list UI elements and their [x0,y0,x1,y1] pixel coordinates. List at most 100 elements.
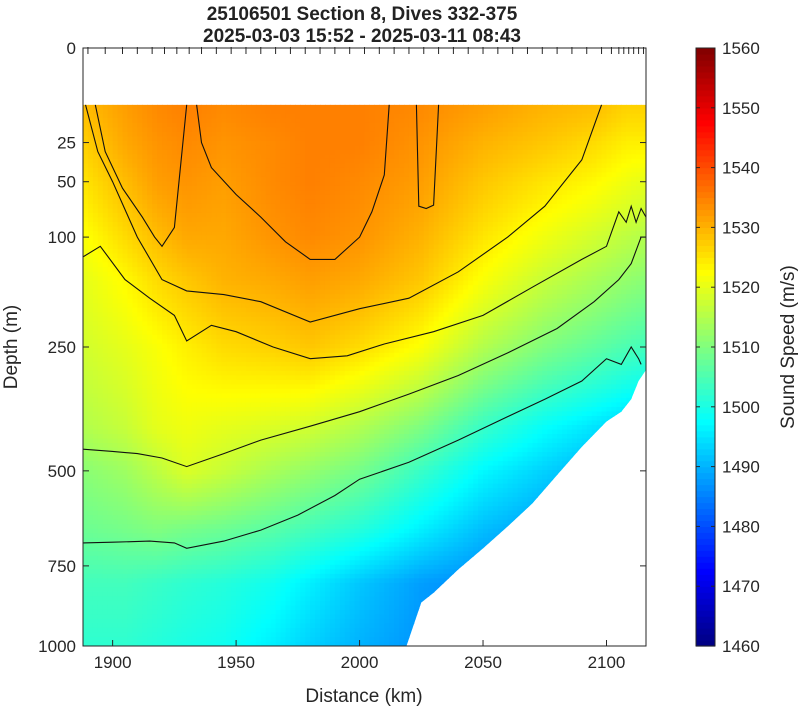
heatmap-cell [226,357,232,363]
heatmap-cell [142,163,148,169]
heatmap-cell [107,524,114,530]
heatmap-cell [171,447,178,453]
heatmap-cell [112,578,119,584]
heatmap-cell [236,357,242,363]
heatmap-cell [127,352,133,358]
heatmap-cell [241,587,247,593]
heatmap-cell [142,627,148,634]
heatmap-cell [216,325,222,331]
heatmap-cell [176,564,183,570]
heatmap-cell [250,397,257,404]
heatmap-cell [250,537,257,543]
heatmap-cell [92,474,99,480]
heatmap-cell [270,172,277,178]
heatmap-cell [122,172,129,178]
heatmap-cell [107,479,114,485]
heatmap-cell [162,253,168,259]
heatmap-cell [255,158,262,164]
heatmap-cell [270,388,277,395]
heatmap-cell [211,524,217,530]
heatmap-cell [171,140,178,146]
heatmap-cell [171,434,178,440]
heatmap-cell [107,316,114,322]
heatmap-cell [97,203,104,210]
heatmap-cell [162,307,168,313]
heatmap-cell [216,136,222,142]
heatmap-cell [221,465,227,471]
heatmap-cell [275,118,282,124]
heatmap-cell [152,258,158,264]
heatmap-cell [241,524,247,530]
heatmap-cell [241,244,247,250]
heatmap-cell [181,573,188,579]
heatmap-cell [97,104,104,110]
heatmap-cell [107,564,114,570]
heatmap-cell [255,267,262,273]
heatmap-cell [171,578,178,584]
heatmap-cell [260,605,267,611]
heatmap-cell [250,424,257,431]
heatmap-cell [92,172,99,178]
heatmap-cell [255,307,262,313]
heatmap-cell [162,452,168,458]
heatmap-cell [275,104,282,110]
heatmap-cell [186,375,193,381]
heatmap-cell [275,253,282,259]
heatmap-cell [270,546,277,552]
heatmap-cell [186,122,193,128]
heatmap-cell [211,609,217,616]
heatmap-cell [112,289,119,295]
heatmap-cell [176,379,183,385]
heatmap-cell [260,131,267,137]
heatmap-cell [152,434,158,440]
heatmap-cell [196,438,203,444]
heatmap-cell [226,348,232,354]
heatmap-cell [280,443,287,449]
heatmap-cell [186,154,193,160]
heatmap-cell [226,587,232,593]
heatmap-cell [211,370,217,376]
heatmap-cell [137,537,143,543]
heatmap-cell [122,564,129,570]
heatmap-cell [127,267,133,273]
heatmap-cell [127,163,133,169]
heatmap-cell [255,524,262,530]
heatmap-cell [157,510,163,516]
heatmap-cell [186,339,193,345]
heatmap-cell [196,470,203,476]
heatmap-cell [102,533,109,539]
heatmap-cell [87,582,94,588]
heatmap-cell [97,303,104,309]
heatmap-cell [221,289,227,295]
heatmap-cell [122,325,129,331]
heatmap-cell [117,452,124,458]
heatmap-cell [226,546,232,552]
heatmap-cell [83,483,89,489]
heatmap-cell [132,627,138,634]
heatmap-cell [102,222,109,228]
heatmap-cell [92,276,99,282]
heatmap-cell [231,267,237,273]
heatmap-cell [127,434,133,440]
heatmap-cell [275,632,282,638]
heatmap-cell [285,280,292,286]
heatmap-cell [275,600,282,606]
heatmap-cell [250,127,257,133]
heatmap-cell [206,388,212,395]
heatmap-cell [255,357,262,363]
heatmap-cell [166,348,173,354]
heatmap-cell [171,122,178,128]
heatmap-cell [97,528,104,534]
heatmap-cell [280,379,287,385]
heatmap-cell [166,461,173,467]
heatmap-cell [191,267,198,273]
heatmap-cell [83,465,89,471]
heatmap-cell [171,267,178,273]
heatmap-cell [162,560,168,566]
heatmap-cell [265,343,272,349]
heatmap-cell [211,474,217,480]
heatmap-cell [211,551,217,557]
heatmap-cell [245,154,252,160]
heatmap-cell [162,271,168,277]
heatmap-cell [117,334,124,340]
